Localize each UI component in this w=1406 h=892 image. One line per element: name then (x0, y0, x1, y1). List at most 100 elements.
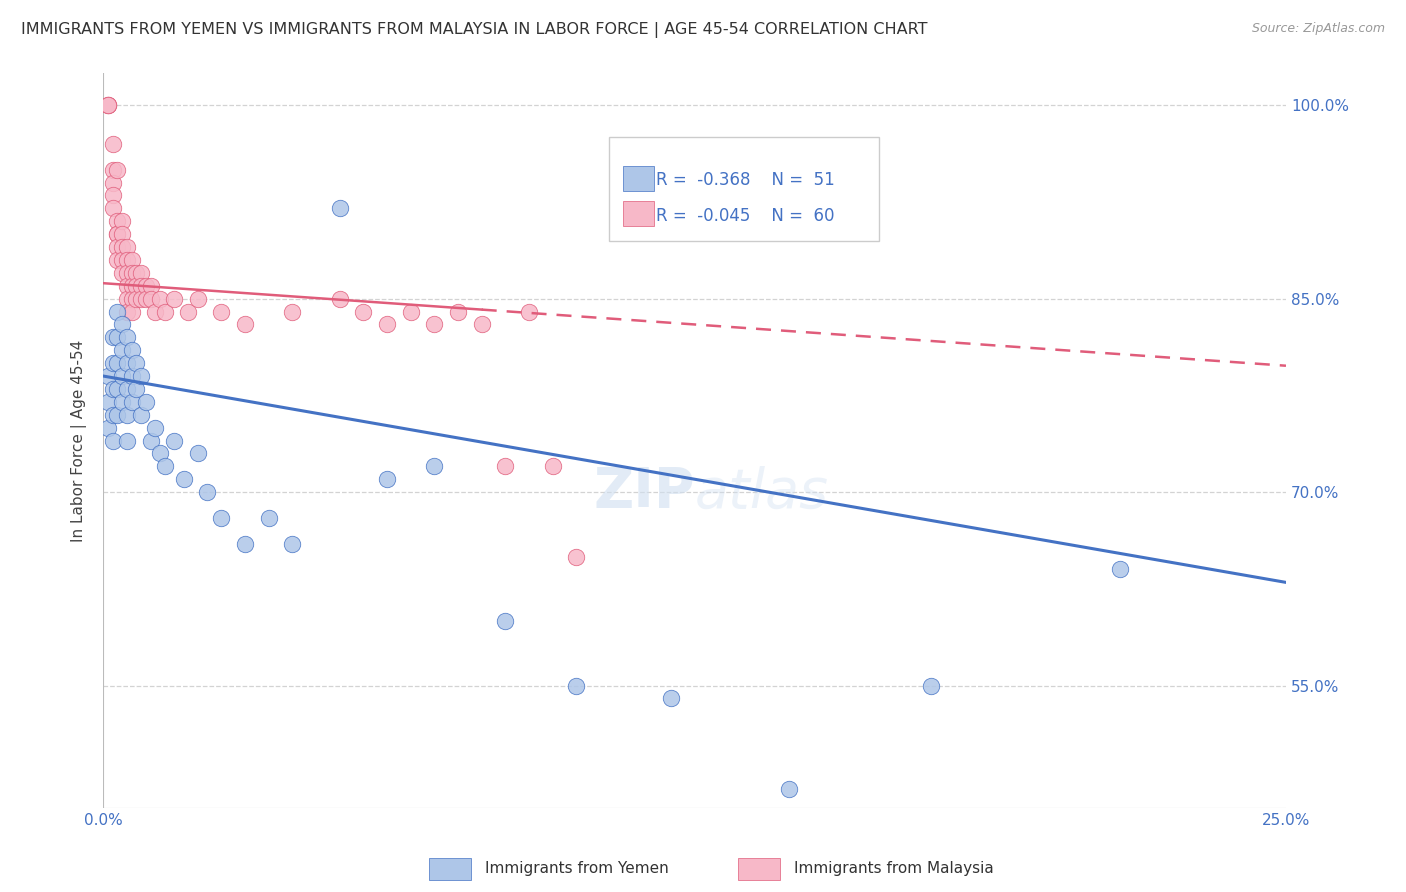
Point (107, 214, 129, 228)
Point (97, 98, 120, 112)
Point (125, 292, 148, 306)
Text: R =  -0.368    N =  51: R = -0.368 N = 51 (657, 171, 835, 189)
Point (107, 356, 129, 370)
Point (135, 394, 157, 409)
Point (423, 459, 446, 474)
Point (195, 485, 218, 500)
Point (143, 420, 166, 434)
Point (125, 278, 148, 293)
Text: atlas: atlas (695, 466, 828, 518)
Point (153, 459, 176, 474)
Point (97, 394, 120, 409)
Point (111, 343, 134, 358)
Point (129, 408, 152, 422)
Point (107, 330, 129, 344)
Point (541, 459, 564, 474)
Point (121, 343, 143, 358)
Point (101, 382, 124, 396)
Point (121, 304, 143, 318)
Point (135, 278, 157, 293)
Point (121, 394, 143, 409)
Point (101, 176, 124, 190)
Point (101, 356, 124, 370)
Point (659, 691, 682, 706)
Point (375, 318, 398, 332)
Point (329, 202, 352, 216)
Point (565, 679, 588, 693)
Point (139, 434, 162, 448)
Point (399, 304, 422, 318)
Point (115, 278, 138, 293)
Point (920, 679, 942, 693)
Point (111, 266, 134, 280)
Point (121, 278, 143, 293)
Point (129, 369, 152, 384)
Point (115, 266, 138, 280)
Point (111, 394, 134, 409)
Point (177, 304, 200, 318)
Text: Immigrants from Yemen: Immigrants from Yemen (485, 862, 669, 876)
Point (211, 511, 233, 525)
Point (101, 434, 124, 448)
Point (107, 240, 129, 254)
Point (121, 252, 143, 267)
Point (233, 537, 256, 551)
Point (107, 162, 129, 177)
Text: IMMIGRANTS FROM YEMEN VS IMMIGRANTS FROM MALAYSIA IN LABOR FORCE | AGE 45-54 COR: IMMIGRANTS FROM YEMEN VS IMMIGRANTS FROM… (21, 22, 928, 38)
Point (111, 214, 134, 228)
Point (97, 98, 120, 112)
Point (97, 420, 120, 434)
Point (173, 472, 195, 486)
Point (101, 408, 124, 422)
Point (187, 292, 209, 306)
Point (423, 318, 446, 332)
Point (107, 227, 129, 242)
Point (471, 318, 494, 332)
Y-axis label: In Labor Force | Age 45-54: In Labor Force | Age 45-54 (72, 339, 87, 541)
Point (281, 537, 304, 551)
Point (111, 318, 134, 332)
Point (1109, 562, 1132, 576)
Point (494, 459, 516, 474)
Text: Immigrants from Malaysia: Immigrants from Malaysia (794, 862, 994, 876)
Text: ZIP: ZIP (593, 465, 695, 519)
Point (257, 511, 280, 525)
Point (115, 304, 138, 318)
Point (101, 202, 124, 216)
Point (115, 382, 138, 396)
Point (115, 434, 138, 448)
Point (107, 227, 129, 242)
Point (494, 614, 516, 628)
Point (101, 162, 124, 177)
Point (211, 304, 233, 318)
Point (233, 318, 256, 332)
Point (121, 369, 143, 384)
Point (129, 278, 152, 293)
Point (107, 408, 129, 422)
Point (149, 292, 172, 306)
Point (135, 292, 157, 306)
Point (352, 304, 374, 318)
Point (111, 369, 134, 384)
Point (281, 304, 304, 318)
Point (149, 446, 172, 460)
Point (111, 252, 134, 267)
Point (101, 330, 124, 344)
Point (187, 446, 209, 460)
Point (111, 240, 134, 254)
Point (121, 292, 143, 306)
Point (153, 304, 176, 318)
Point (101, 188, 124, 202)
Point (163, 292, 186, 306)
Point (565, 549, 588, 564)
Point (115, 252, 138, 267)
Point (517, 304, 540, 318)
Point (329, 292, 352, 306)
Point (115, 240, 138, 254)
Point (107, 382, 129, 396)
Point (115, 292, 138, 306)
Point (447, 304, 470, 318)
Point (107, 252, 129, 267)
Point (115, 330, 138, 344)
Point (125, 266, 148, 280)
